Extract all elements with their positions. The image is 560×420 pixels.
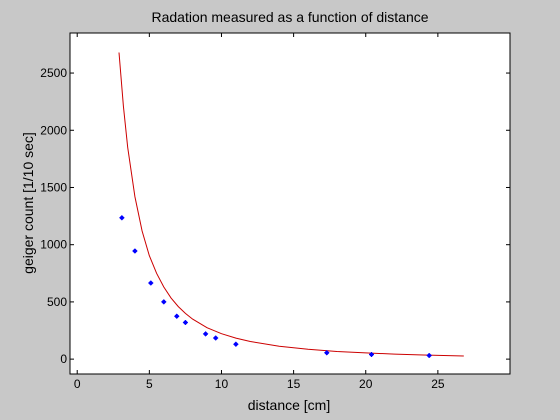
data-point <box>212 335 219 341</box>
y-tick-label: 2000 <box>40 123 67 137</box>
axis-ticks: 0 5 10 15 20 25 0 500 1000 1500 2000 2500 <box>40 33 510 391</box>
fit-curve <box>118 52 464 357</box>
x-tick-label: 5 <box>146 377 153 391</box>
data-points-layer <box>119 214 433 359</box>
y-tick-label: 0 <box>60 352 67 366</box>
plot-area <box>69 32 511 375</box>
x-tick-label: 25 <box>431 377 445 391</box>
y-tick-label: 500 <box>47 295 67 309</box>
data-point <box>173 313 180 320</box>
fit-curve-layer <box>118 52 464 357</box>
data-point <box>202 331 209 337</box>
y-axis-title: geiger count [1/10 sec] <box>20 132 36 274</box>
data-point <box>182 319 189 326</box>
y-tick-label: 2500 <box>40 66 67 80</box>
data-point <box>323 349 330 356</box>
x-tick-label: 20 <box>359 377 373 391</box>
x-tick-label: 0 <box>74 377 81 391</box>
chart-title: Radation measured as a function of dista… <box>151 9 428 25</box>
data-point <box>147 280 154 286</box>
x-axis-title: distance [cm] <box>248 397 330 413</box>
data-point <box>119 214 125 221</box>
y-tick-label: 1000 <box>40 238 67 252</box>
data-point <box>368 351 375 358</box>
x-tick-label: 10 <box>215 377 229 391</box>
x-tick-label: 15 <box>287 377 301 391</box>
data-point <box>426 352 433 359</box>
data-point <box>160 299 167 305</box>
data-point <box>233 341 239 348</box>
y-tick-label: 1500 <box>40 180 67 194</box>
data-point <box>132 248 138 254</box>
